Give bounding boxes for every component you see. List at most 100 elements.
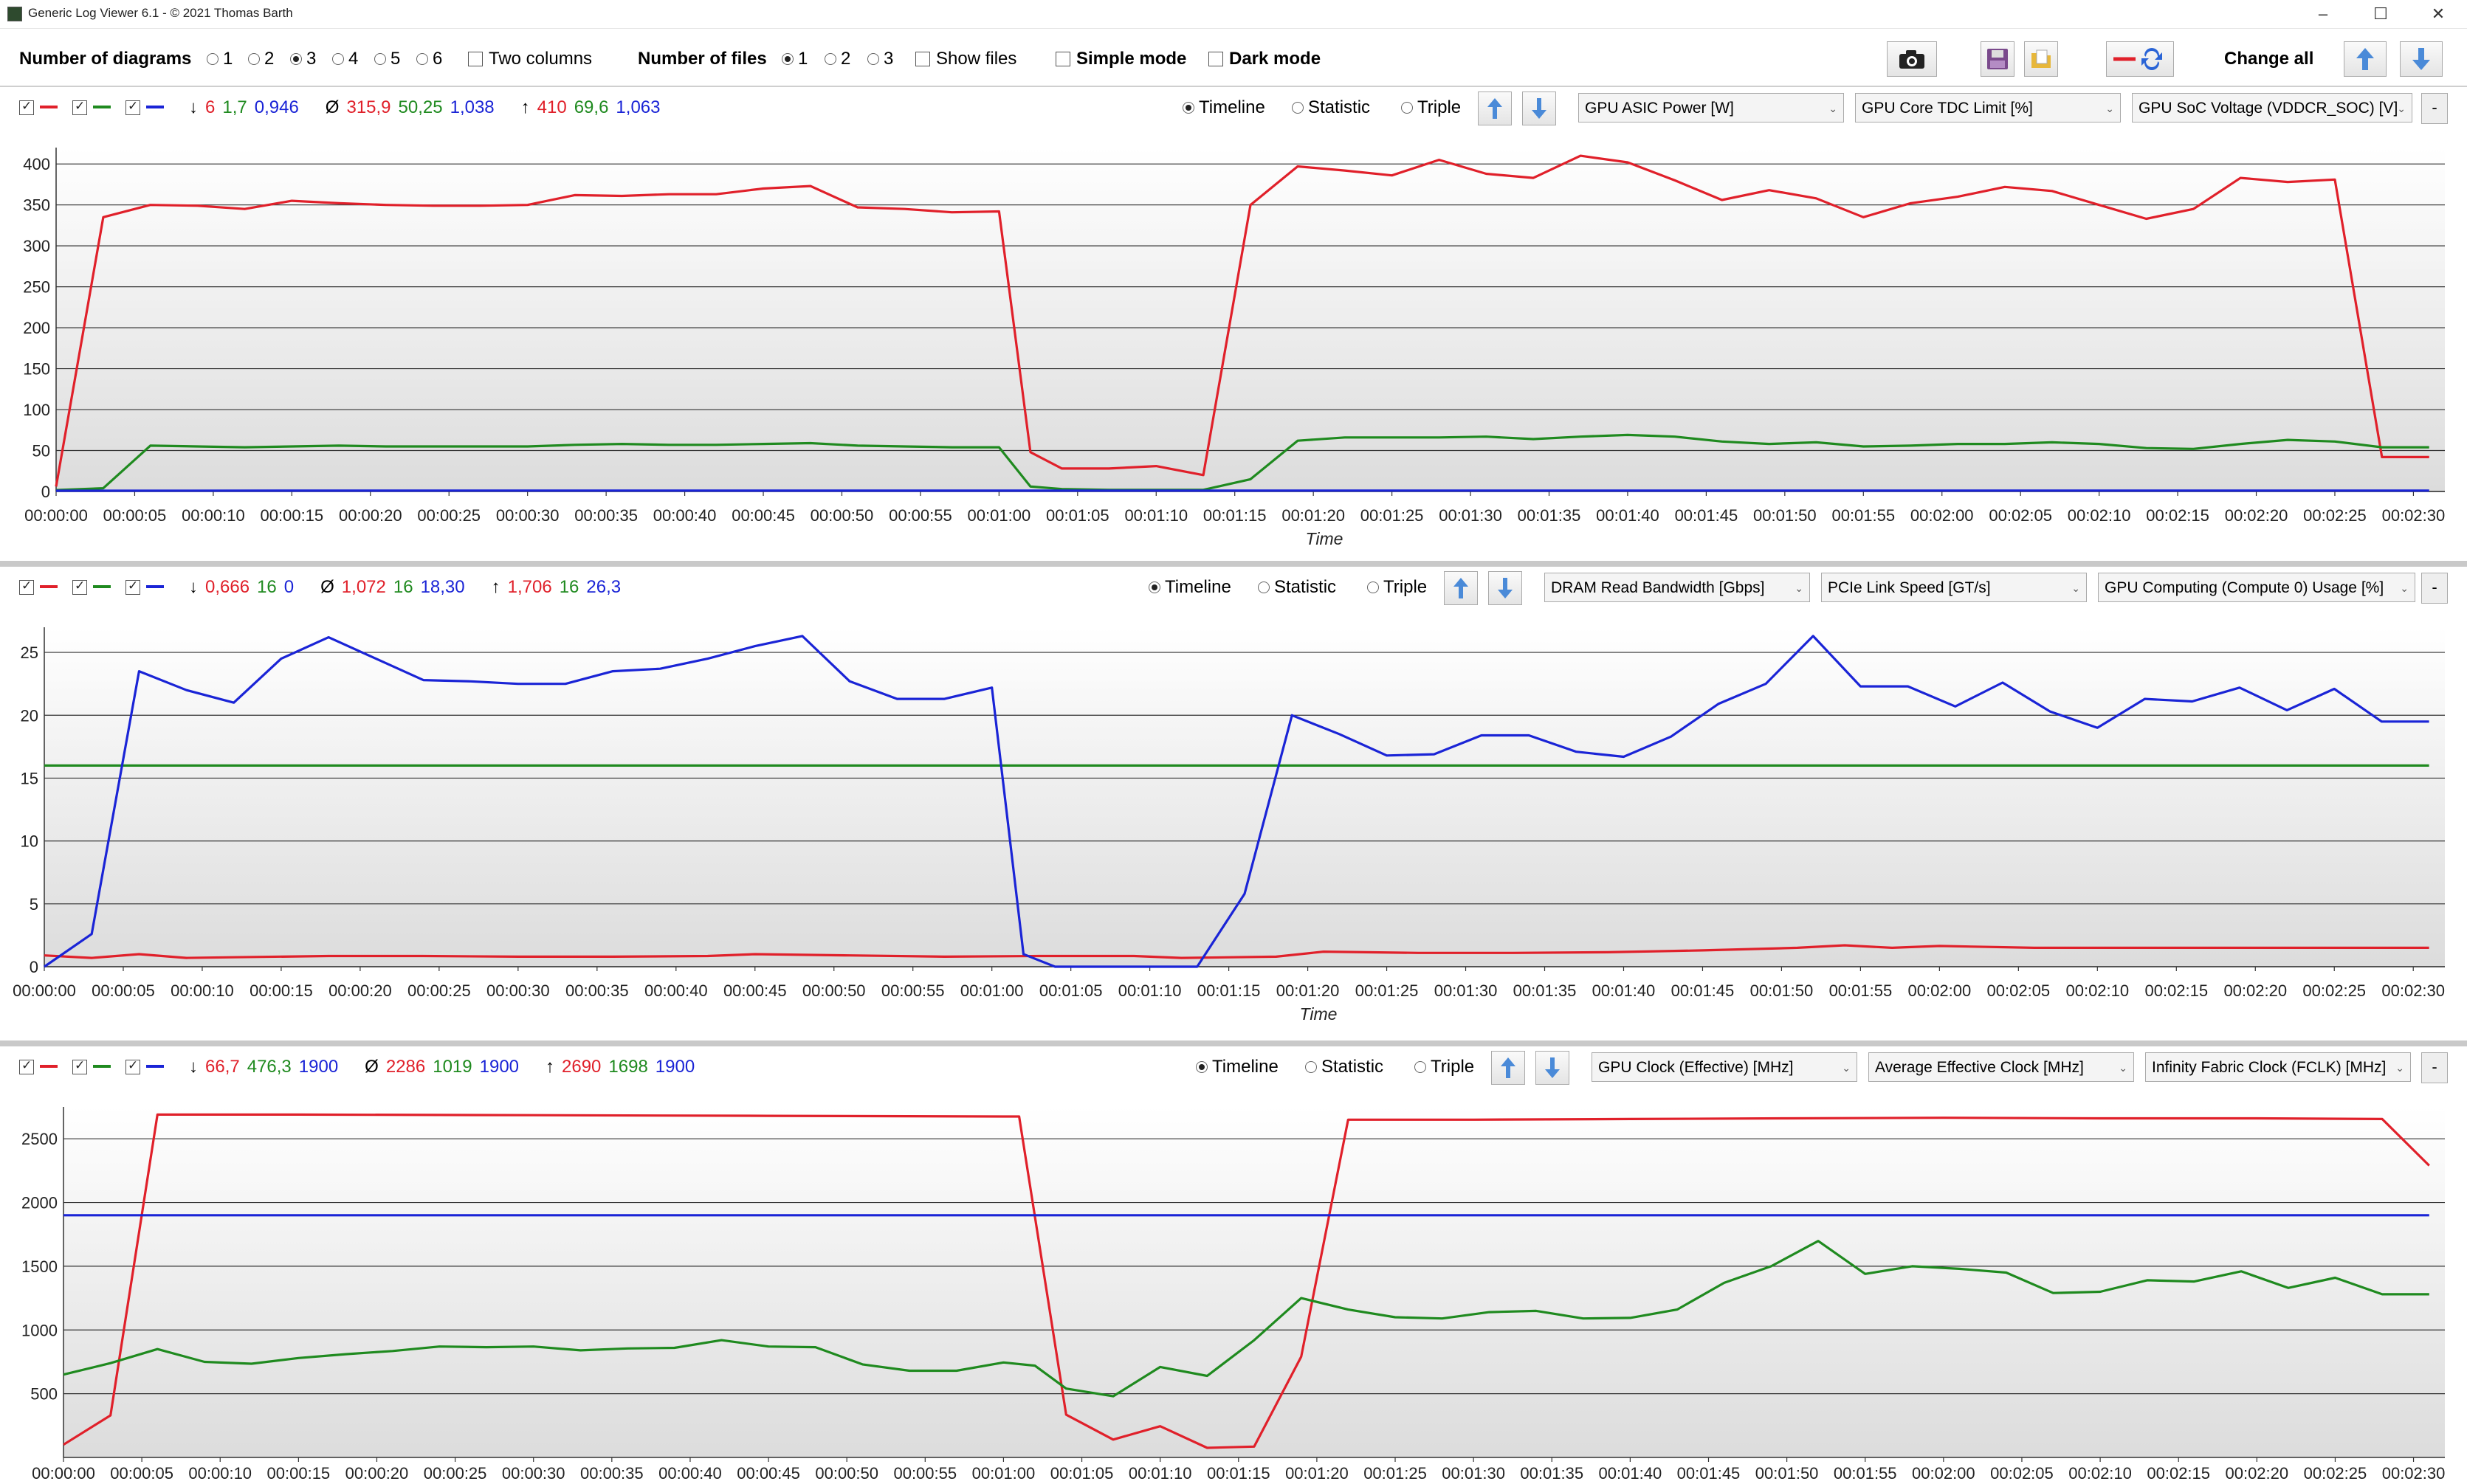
radio-button[interactable] bbox=[1183, 102, 1194, 114]
diagram-count-option-6[interactable]: 6 bbox=[416, 49, 442, 69]
save-button[interactable] bbox=[1981, 41, 2014, 77]
panel-divider[interactable] bbox=[0, 1040, 2467, 1046]
y-tick-label: 1500 bbox=[21, 1257, 58, 1276]
series-3-toggle[interactable] bbox=[125, 577, 174, 598]
move-up-button[interactable] bbox=[1491, 1051, 1525, 1085]
x-tick-label: 00:00:15 bbox=[261, 506, 324, 525]
view-mode-timeline[interactable]: Timeline bbox=[1183, 97, 1265, 118]
radio-button-selected[interactable] bbox=[290, 53, 302, 65]
checkbox-checked[interactable] bbox=[72, 1058, 87, 1074]
radio-button[interactable] bbox=[1414, 1061, 1426, 1073]
series-1-toggle[interactable] bbox=[19, 97, 68, 118]
move-down-button[interactable] bbox=[1535, 1051, 1569, 1085]
series-2-select[interactable]: PCIe Link Speed [GT/s] ⌄ bbox=[1821, 573, 2087, 602]
view-mode-statistic[interactable]: Statistic bbox=[1305, 1057, 1383, 1077]
simple-mode-checkbox[interactable]: Simple mode bbox=[1056, 49, 1186, 69]
remove-diagram-button[interactable]: - bbox=[2421, 93, 2448, 124]
show-files-checkbox[interactable]: Show files bbox=[915, 49, 1016, 69]
checkbox-checked[interactable] bbox=[19, 579, 34, 595]
panel-divider[interactable] bbox=[0, 561, 2467, 567]
minimize-button[interactable]: – bbox=[2318, 4, 2328, 23]
radio-button[interactable] bbox=[1196, 1061, 1208, 1073]
radio-button[interactable] bbox=[1258, 581, 1270, 593]
move-down-all-button[interactable] bbox=[2400, 41, 2443, 77]
open-folder-button[interactable] bbox=[2024, 41, 2058, 77]
diagram-count-option-2[interactable]: 2 bbox=[248, 49, 274, 69]
screenshot-button[interactable] bbox=[1887, 41, 1937, 77]
swap-colors-button[interactable] bbox=[2106, 41, 2174, 77]
move-up-button[interactable] bbox=[1444, 571, 1478, 605]
view-mode-triple[interactable]: Triple bbox=[1367, 577, 1427, 598]
radio-button[interactable] bbox=[374, 53, 386, 65]
radio-button[interactable] bbox=[1292, 102, 1304, 114]
view-mode-timeline[interactable]: Timeline bbox=[1196, 1057, 1279, 1077]
view-mode-triple[interactable]: Triple bbox=[1401, 97, 1461, 118]
radio-button[interactable] bbox=[825, 53, 836, 65]
view-mode-triple[interactable]: Triple bbox=[1414, 1057, 1474, 1077]
radio-button[interactable] bbox=[1149, 581, 1160, 593]
checkbox[interactable] bbox=[1208, 52, 1223, 66]
y-tick-label: 5 bbox=[30, 895, 38, 914]
diagram-count-option-3[interactable]: 3 bbox=[290, 49, 316, 69]
checkbox-checked[interactable] bbox=[19, 99, 34, 115]
move-down-button[interactable] bbox=[1488, 571, 1522, 605]
series-3-select[interactable]: Infinity Fabric Clock (FCLK) [MHz] ⌄ bbox=[2145, 1052, 2411, 1082]
checkbox[interactable] bbox=[468, 52, 483, 66]
radio-button-selected[interactable] bbox=[782, 53, 794, 65]
radio-button[interactable] bbox=[416, 53, 428, 65]
series-1-select[interactable]: GPU Clock (Effective) [MHz] ⌄ bbox=[1592, 1052, 1857, 1082]
move-down-button[interactable] bbox=[1522, 92, 1556, 125]
series-1-toggle[interactable] bbox=[19, 1057, 68, 1077]
radio-button[interactable] bbox=[207, 53, 219, 65]
diagram-count-option-4[interactable]: 4 bbox=[332, 49, 358, 69]
diagram-count-option-1[interactable]: 1 bbox=[207, 49, 233, 69]
move-up-all-button[interactable] bbox=[2344, 41, 2387, 77]
radio-button[interactable] bbox=[1367, 581, 1379, 593]
radio-button[interactable] bbox=[332, 53, 344, 65]
remove-diagram-button[interactable]: - bbox=[2421, 1052, 2448, 1083]
x-tick-label: 00:02:05 bbox=[1990, 1464, 2054, 1483]
checkbox[interactable] bbox=[915, 52, 930, 66]
file-count-option-3[interactable]: 3 bbox=[867, 49, 893, 69]
checkbox-checked[interactable] bbox=[125, 579, 140, 595]
checkbox-checked[interactable] bbox=[125, 99, 140, 115]
diagram-count-option-5[interactable]: 5 bbox=[374, 49, 400, 69]
checkbox-checked[interactable] bbox=[72, 579, 87, 595]
series-1-select[interactable]: GPU ASIC Power [W] ⌄ bbox=[1578, 93, 1844, 122]
series-3-select[interactable]: GPU SoC Voltage (VDDCR_SOC) [V] ⌄ bbox=[2132, 93, 2412, 122]
x-tick-label: 00:00:20 bbox=[345, 1464, 409, 1483]
series-2-toggle[interactable] bbox=[72, 577, 121, 598]
checkbox-checked[interactable] bbox=[125, 1058, 140, 1074]
maximize-button[interactable]: ☐ bbox=[2373, 4, 2388, 23]
move-up-button[interactable] bbox=[1478, 92, 1512, 125]
remove-diagram-button[interactable]: - bbox=[2421, 573, 2448, 604]
two-columns-checkbox[interactable]: Two columns bbox=[468, 49, 592, 69]
series-2-toggle[interactable] bbox=[72, 97, 121, 118]
file-count-option-1[interactable]: 1 bbox=[782, 49, 808, 69]
view-mode-statistic[interactable]: Statistic bbox=[1292, 97, 1370, 118]
series-2-select[interactable]: Average Effective Clock [MHz] ⌄ bbox=[1868, 1052, 2134, 1082]
radio-button[interactable] bbox=[1305, 1061, 1317, 1073]
x-tick-label: 00:00:35 bbox=[580, 1464, 644, 1483]
series-3-select[interactable]: GPU Computing (Compute 0) Usage [%] ⌄ bbox=[2098, 573, 2415, 602]
dark-mode-checkbox[interactable]: Dark mode bbox=[1208, 49, 1321, 69]
checkbox-checked[interactable] bbox=[72, 99, 87, 115]
series-2-select[interactable]: GPU Core TDC Limit [%] ⌄ bbox=[1855, 93, 2121, 122]
view-mode-timeline[interactable]: Timeline bbox=[1149, 577, 1231, 598]
checkbox-checked[interactable] bbox=[19, 1058, 34, 1074]
radio-button[interactable] bbox=[867, 53, 879, 65]
file-count-option-2[interactable]: 2 bbox=[825, 49, 850, 69]
series-1-select[interactable]: DRAM Read Bandwidth [Gbps] ⌄ bbox=[1544, 573, 1810, 602]
x-tick-label: 00:00:45 bbox=[732, 506, 795, 525]
radio-button[interactable] bbox=[1401, 102, 1413, 114]
series-color-swatch bbox=[40, 585, 58, 588]
view-mode-statistic[interactable]: Statistic bbox=[1258, 577, 1336, 598]
close-button[interactable]: ✕ bbox=[2431, 4, 2446, 23]
chevron-down-icon: ⌄ bbox=[1842, 1062, 1851, 1074]
series-1-toggle[interactable] bbox=[19, 577, 68, 598]
series-3-toggle[interactable] bbox=[125, 97, 174, 118]
series-2-toggle[interactable] bbox=[72, 1057, 121, 1077]
checkbox[interactable] bbox=[1056, 52, 1070, 66]
radio-button[interactable] bbox=[248, 53, 260, 65]
series-3-toggle[interactable] bbox=[125, 1057, 174, 1077]
